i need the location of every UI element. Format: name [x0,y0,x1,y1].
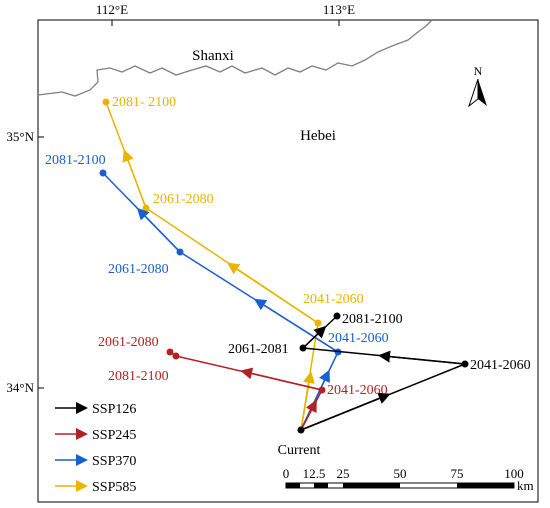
scale-unit: km [517,478,534,493]
label-ssp370-2061: 2061-2080 [108,262,169,277]
scale-tick: 75 [451,466,464,481]
north-arrow-icon: N [468,64,487,108]
label-current: Current [278,443,321,458]
map-frame [37,19,539,503]
province-boundary [37,19,433,97]
scale-tick: 0 [283,466,290,481]
label-ssp585-2061: 2061-2080 [153,192,214,207]
legend-label: SSP585 [92,480,136,495]
lon-tick-112: 112°E [96,2,128,17]
region-label-shanxi: Shanxi [192,48,234,64]
label-ssp126-2061: 2061-2081 [228,342,289,357]
scale-bar: 0 12.5 25 50 75 100 km [283,466,534,493]
scale-tick: 12.5 [303,466,326,481]
label-ssp370-2081: 2081-2100 [45,153,106,168]
scale-tick: 50 [394,466,407,481]
legend: SSP126 SSP245 SSP370 SSP585 [55,402,136,495]
point-ssp585-2081 [102,98,110,106]
point-ssp245-2061 [166,348,174,356]
legend-item-ssp585: SSP585 [55,480,136,495]
label-ssp245-2061: 2061-2080 [98,335,159,350]
lat-tick-34: 34°N [6,380,34,395]
legend-item-ssp245: SSP245 [55,428,136,443]
point-ssp245-2041 [318,386,326,394]
label-ssp245-2081: 2081-2100 [108,369,169,384]
label-ssp585-2041: 2041-2060 [303,292,364,307]
legend-label: SSP245 [92,428,136,443]
point-ssp585-2041 [314,319,322,327]
label-ssp126-2081: 2081-2100 [342,312,403,327]
north-label: N [474,64,483,78]
point-ssp126-2041 [461,360,469,368]
lon-tick-113: 113°E [323,2,355,17]
label-ssp126-2041: 2041-2060 [470,358,531,373]
point-ssp370-2081 [99,169,107,177]
point-ssp126-2081 [333,312,341,320]
series-ssp245 [169,351,323,431]
legend-item-ssp370: SSP370 [55,454,136,469]
scale-tick: 100 [504,466,524,481]
region-label-hebei: Hebei [300,128,336,144]
point-current [297,426,305,434]
lat-tick-35: 35°N [6,129,34,144]
point-ssp245-2081 [172,352,180,360]
legend-label: SSP370 [92,454,136,469]
legend-label: SSP126 [92,402,136,417]
label-ssp245-2041: 2041-2060 [327,383,388,398]
series-ssp126 [300,315,466,431]
label-ssp370-2041: 2041-2060 [328,331,389,346]
scale-tick: 25 [337,466,350,481]
point-ssp126-2061 [299,344,307,352]
legend-item-ssp126: SSP126 [55,402,136,417]
point-ssp370-2061 [176,248,184,256]
label-ssp585-2081: 2081- 2100 [112,95,176,110]
graticule-ticks [38,20,340,389]
point-ssp585-2061 [142,204,150,212]
series-ssp585 [105,101,319,431]
